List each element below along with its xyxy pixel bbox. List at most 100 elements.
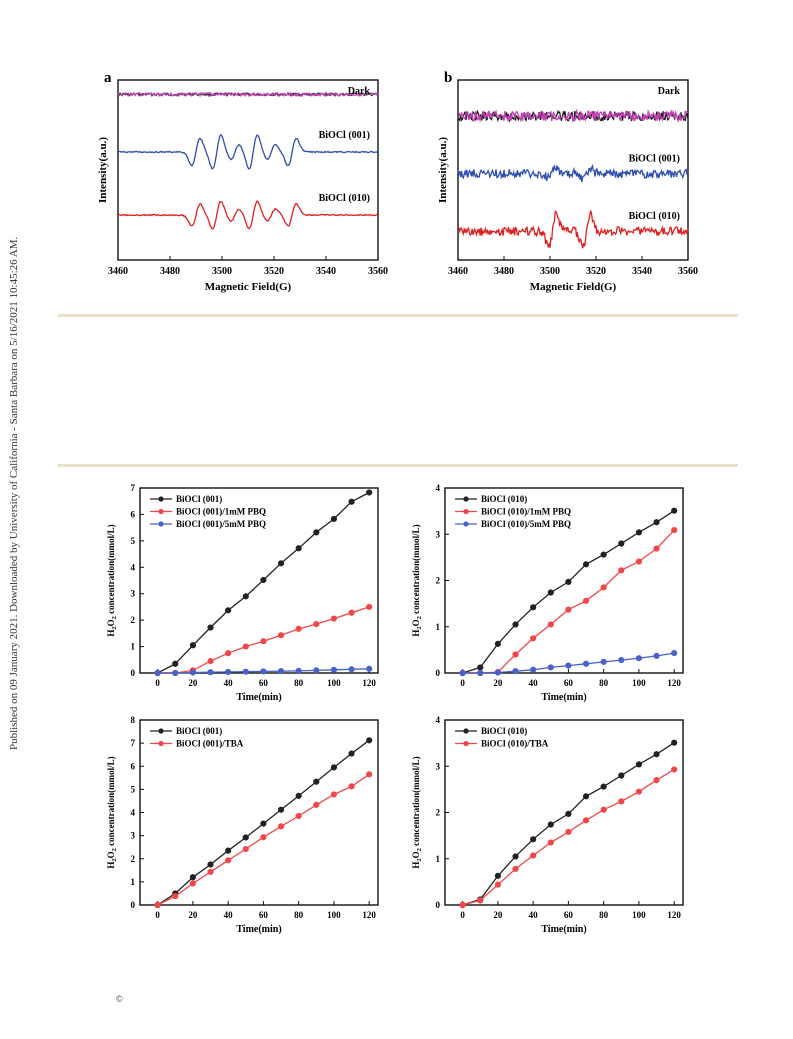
y-label-subscript: 2 (416, 848, 423, 851)
data-point (671, 739, 678, 746)
data-point (189, 874, 196, 881)
y-tick-label: 1 (131, 877, 136, 887)
legend-marker (463, 740, 469, 747)
data-point (618, 798, 625, 805)
y-tick-label: 6 (131, 509, 136, 519)
h2o2-chart-001-tba: 0 20 40 60 80 100 120 0 1 2 3 4 5 6 7 8 Time(min) H2O2 co… (90, 712, 390, 942)
data-point (512, 651, 519, 658)
series-line (462, 529, 675, 674)
x-tick-label: 20 (188, 678, 198, 688)
y-tick-label: 5 (131, 536, 136, 546)
data-point (225, 847, 232, 854)
data-point (565, 578, 572, 585)
legend-marker (463, 728, 469, 734)
x-tick-label: 60 (259, 678, 269, 688)
legend-label: BiOCl (001)/TBA (176, 739, 244, 749)
data-point (366, 737, 373, 744)
data-point (671, 526, 678, 534)
x-axis-label: Time(min) (541, 692, 586, 703)
legend-marker (158, 521, 164, 527)
legend-label: BiOCl (010) (481, 494, 527, 504)
data-point (172, 893, 179, 900)
x-tick-label: 60 (564, 678, 574, 688)
data-point (366, 771, 373, 778)
series-line (117, 133, 379, 170)
x-tick-label: 100 (632, 910, 646, 920)
data-point (530, 635, 537, 642)
data-point (512, 853, 519, 860)
y-axis-label: H2O2 concentration(mmol/L) (411, 756, 423, 868)
data-point (512, 621, 519, 628)
y-label-subscript: 2 (416, 858, 423, 861)
data-point (242, 845, 249, 853)
legend-label: BiOCl (001)/5mM PBQ (176, 519, 266, 529)
data-point (635, 558, 643, 565)
data-point (565, 662, 572, 669)
series-line (457, 210, 689, 249)
legend-label: BiOCl (001) (176, 494, 222, 504)
data-point (225, 650, 232, 657)
legend-label: BiOCl (001) (176, 726, 222, 736)
y-axis-label: Intensity(a.u.) (97, 137, 109, 203)
data-point (618, 540, 625, 547)
data-point (477, 897, 484, 904)
data-point (565, 810, 572, 817)
data-point (260, 820, 267, 827)
copyright-mark: © (116, 994, 123, 1004)
data-point (348, 750, 355, 757)
legend-label: BiOCl (010)/5mM PBQ (481, 519, 571, 529)
y-tick-label: 2 (131, 615, 136, 625)
data-point (207, 658, 214, 665)
data-point (207, 624, 214, 631)
y-tick-label: 3 (131, 831, 136, 841)
y-tick-label: 1 (131, 642, 136, 652)
y-label-subscript: 2 (111, 616, 118, 619)
series-line (462, 510, 675, 674)
data-point (189, 880, 196, 887)
series-line (462, 742, 675, 906)
y-tick-label: 3 (436, 761, 441, 771)
series-label: Dark (348, 86, 371, 97)
y-label-subscript: 2 (111, 626, 118, 629)
data-point (671, 766, 678, 773)
x-tick-label: 100 (632, 678, 646, 688)
data-point (172, 669, 179, 677)
y-tick-label: 1 (436, 854, 441, 864)
data-point (330, 515, 338, 523)
x-tick-label: 100 (327, 910, 341, 920)
data-point (295, 792, 302, 799)
y-tick-label: 0 (131, 668, 136, 678)
data-point (530, 666, 537, 673)
y-label-subscript: 2 (416, 616, 423, 619)
data-point (260, 638, 267, 645)
data-point (313, 529, 320, 536)
y-label-part: O (411, 851, 421, 858)
x-tick-label: 0 (460, 678, 465, 688)
plot-frame (139, 487, 379, 674)
x-tick-label: 20 (493, 678, 503, 688)
x-tick-label: 3540 (316, 266, 336, 277)
data-point (295, 625, 302, 632)
data-point (366, 665, 373, 672)
series-label: BiOCl (001) (629, 154, 680, 165)
data-point (530, 604, 537, 611)
y-label-part: O (106, 851, 116, 858)
data-point (225, 857, 232, 864)
y-axis-label: H2O2 concentration(mmol/L) (411, 524, 423, 636)
data-point (653, 545, 660, 552)
data-point (330, 615, 338, 622)
data-point (547, 821, 554, 828)
panel-label: b (444, 70, 452, 86)
data-point (547, 589, 554, 596)
x-tick-label: 3480 (494, 266, 514, 277)
data-point (242, 668, 249, 675)
data-point (530, 852, 537, 859)
data-point (653, 652, 660, 659)
data-point (330, 764, 338, 771)
data-point (189, 669, 196, 676)
data-point (547, 839, 554, 846)
y-label-part: concentration(mmol/L) (411, 524, 421, 616)
series-line (117, 91, 379, 98)
x-tick-label: 60 (259, 910, 269, 920)
x-tick-label: 3520 (586, 266, 606, 277)
